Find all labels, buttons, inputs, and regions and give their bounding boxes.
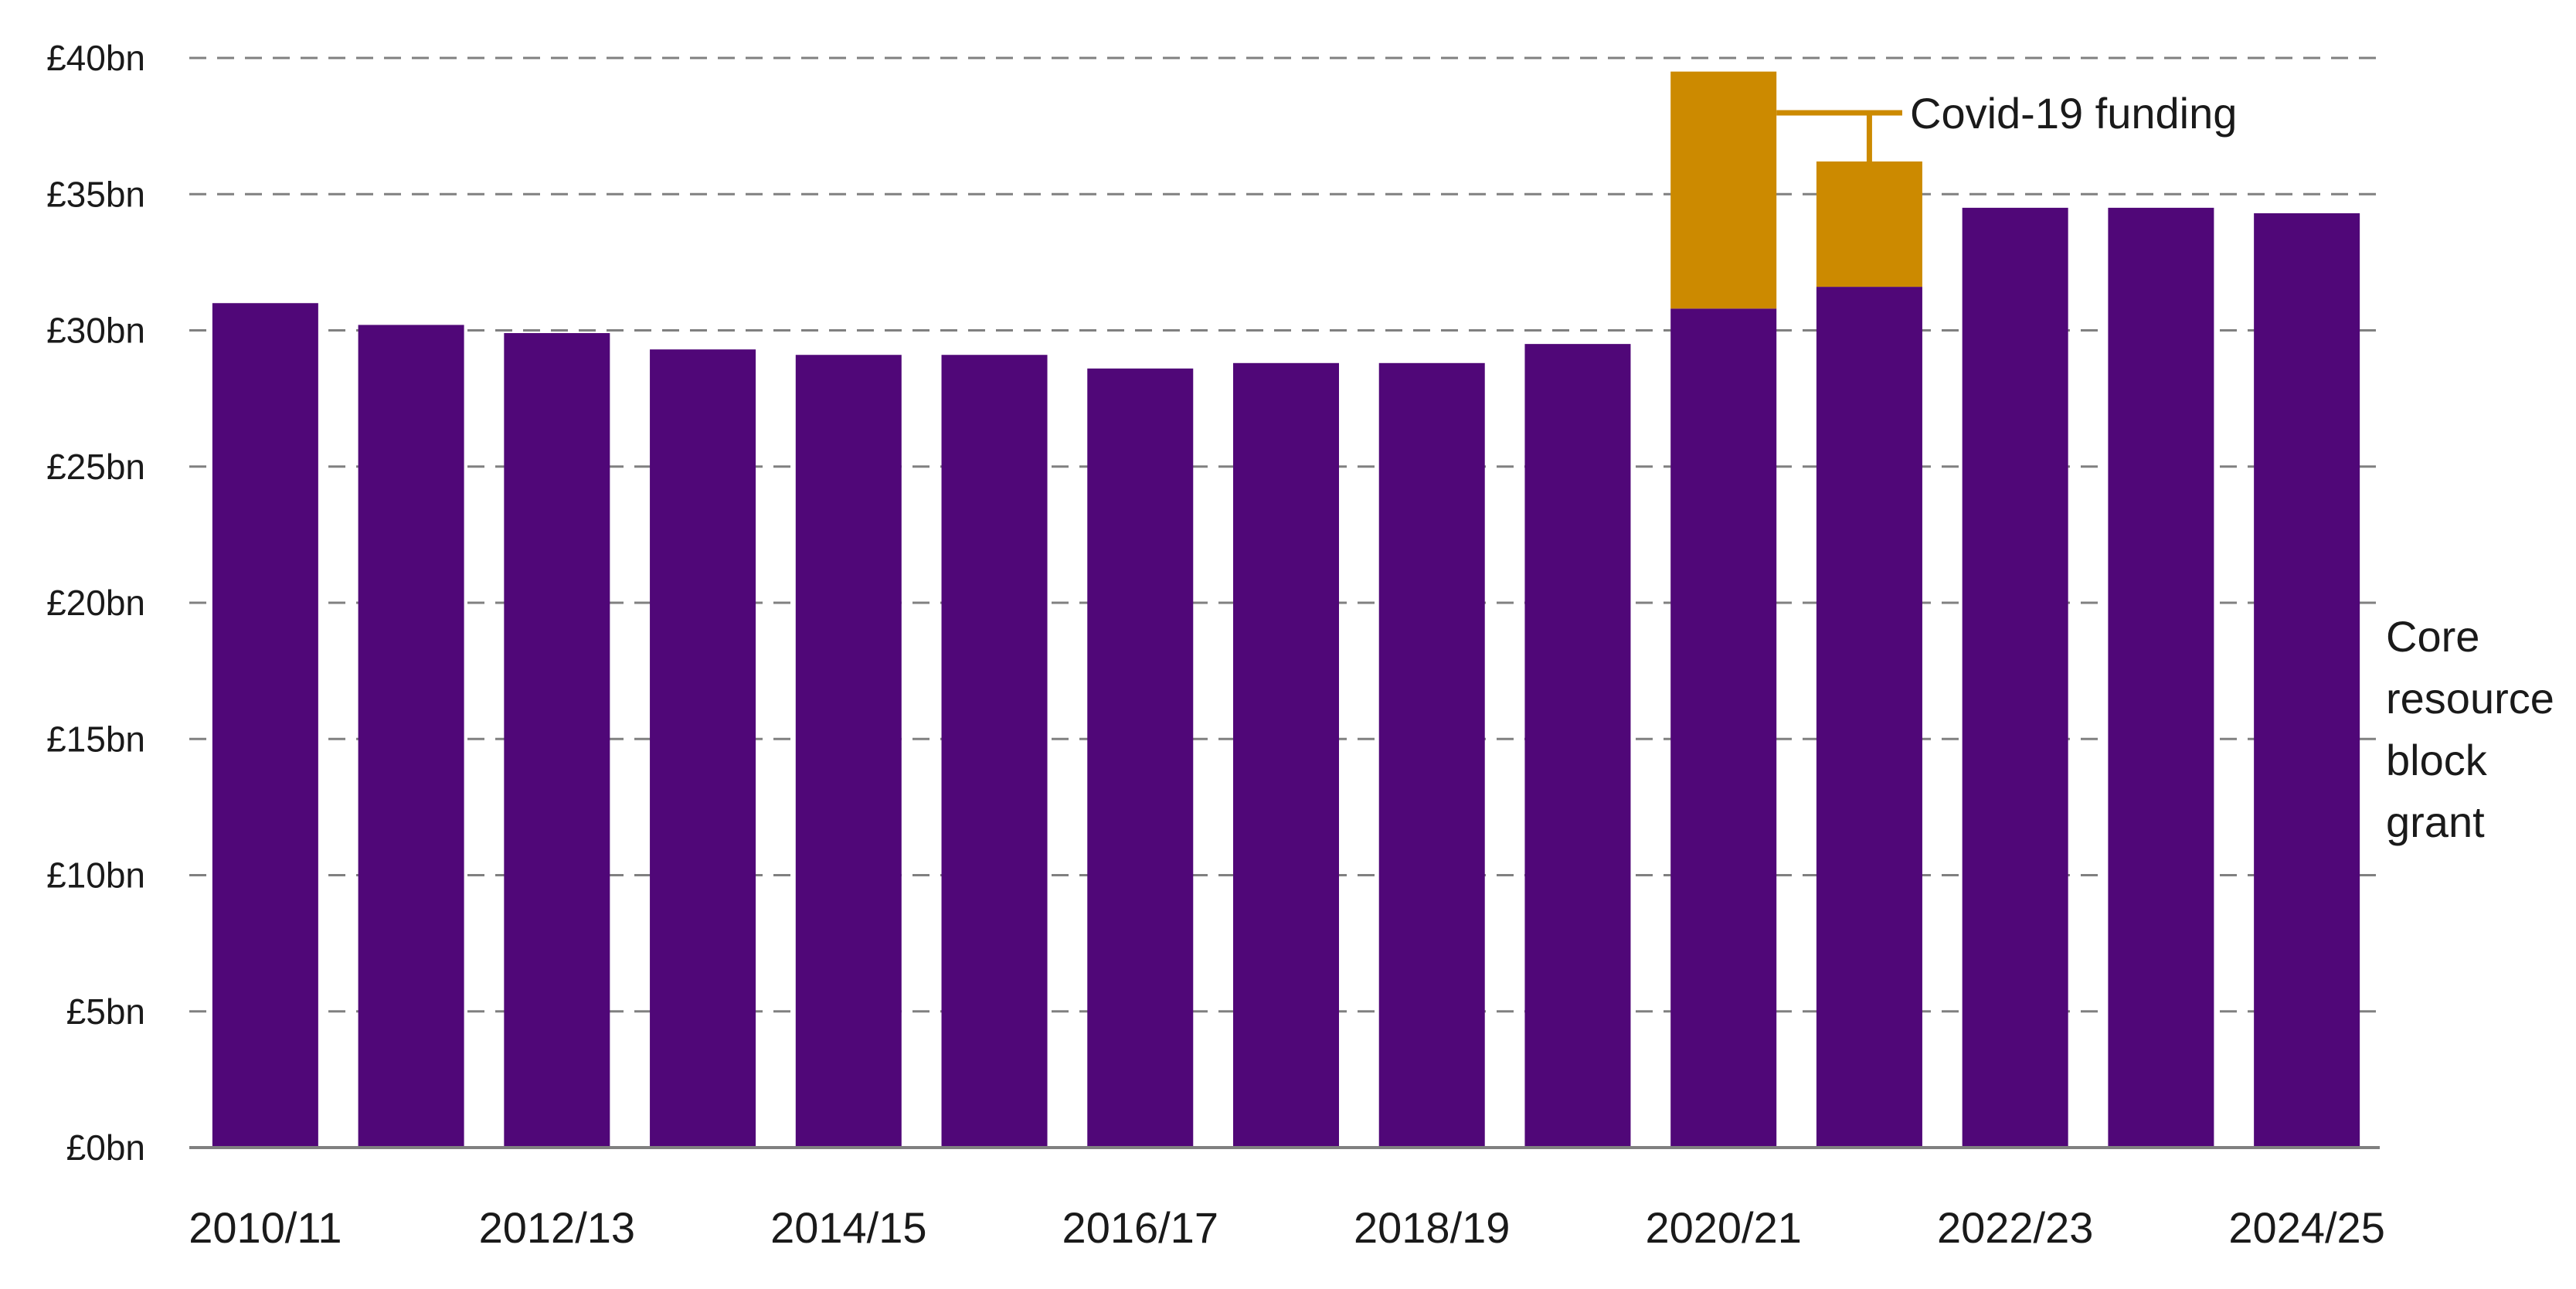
x-tick-label: 2024/25	[2228, 1203, 2384, 1252]
y-tick-label: £40bn	[46, 38, 145, 78]
y-axis-ticks: £0bn £5bn £10bn £15bn £20bn £25bn £30bn £35bn £4…	[46, 38, 145, 1168]
core-grant-label-line: grant	[2386, 798, 2485, 846]
bar-core-grant	[1816, 287, 1922, 1148]
x-axis: 2010/11 2012/13 2014/15 2016/17 2018/19 2020/…	[189, 1146, 2385, 1252]
x-tick-label: 2018/19	[1354, 1203, 1510, 1252]
bar-core-grant	[504, 333, 610, 1148]
bar-core-grant	[1524, 344, 1631, 1148]
x-tick-label: 2016/17	[1062, 1203, 1218, 1252]
y-tick-label: £15bn	[46, 719, 145, 759]
bar-core-grant	[212, 303, 318, 1148]
bar-core-grant	[1233, 362, 1339, 1148]
bar-core-grant	[650, 349, 756, 1148]
y-tick-label: £20bn	[46, 583, 145, 623]
x-tick-label: 2010/11	[189, 1203, 342, 1252]
y-tick-label: £25bn	[46, 447, 145, 487]
bar-core-grant	[1087, 368, 1194, 1148]
bar-core-grant	[1670, 308, 1777, 1148]
core-grant-label-line: Core	[2386, 612, 2479, 661]
y-tick-label: £35bn	[46, 174, 145, 214]
y-tick-label: £10bn	[46, 855, 145, 896]
y-tick-label: £30bn	[46, 311, 145, 351]
bar-core-grant	[2254, 213, 2360, 1148]
bar-core-grant	[1962, 207, 2068, 1148]
bar-core-grant	[1378, 362, 1485, 1148]
x-tick-label: 2022/23	[1937, 1203, 2093, 1252]
bar-covid-funding	[1670, 71, 1777, 309]
bars	[212, 71, 2360, 1148]
y-tick-label: £0bn	[66, 1127, 145, 1168]
annotations: Covid-19 funding Core resource block grant	[1776, 89, 2554, 846]
core-grant-label-line: block	[2386, 736, 2488, 784]
bar-core-grant	[2108, 207, 2214, 1148]
x-tick-label: 2012/13	[479, 1203, 635, 1252]
bar-core-grant	[941, 355, 1048, 1148]
bar-covid-funding	[1816, 161, 1922, 287]
covid-funding-label: Covid-19 funding	[1910, 89, 2237, 138]
bar-core-grant	[795, 355, 902, 1148]
bar-core-grant	[358, 325, 464, 1148]
x-tick-label: 2014/15	[770, 1203, 926, 1252]
x-tick-label: 2020/21	[1645, 1203, 1801, 1252]
y-tick-label: £5bn	[66, 991, 145, 1032]
core-grant-label-line: resource	[2386, 674, 2554, 723]
